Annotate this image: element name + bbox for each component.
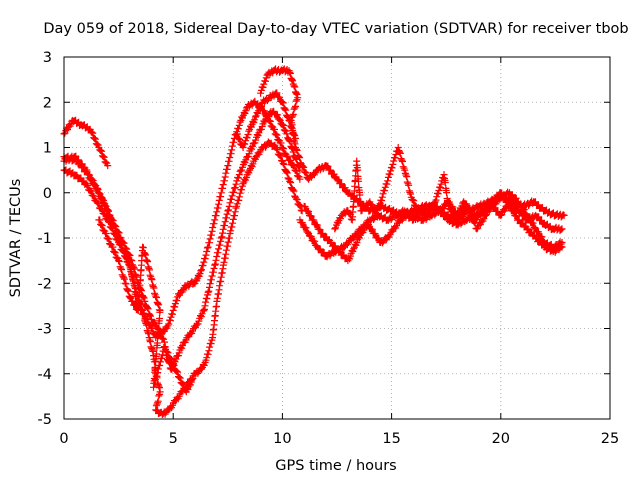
series-markers: [60, 138, 306, 418]
series-9: [95, 89, 299, 396]
grid-lines: [64, 57, 610, 419]
y-tick-label: -3: [38, 322, 52, 338]
x-tick-label: 10: [273, 431, 291, 447]
y-tick-label: -1: [38, 231, 52, 247]
y-tick-labels: -5 -4 -3 -2 -1 0 1 2 3: [38, 50, 52, 428]
y-tick-label: -2: [38, 276, 52, 292]
y-axis-label: SDTVAR / TECUs: [8, 179, 24, 298]
y-tick-label: -4: [38, 367, 52, 383]
y-tick-label: 3: [43, 50, 52, 66]
x-tick-label: 25: [601, 431, 619, 447]
series-8: [331, 144, 566, 235]
x-axis-label: GPS time / hours: [275, 458, 396, 474]
series-markers: [331, 144, 566, 235]
y-tick-label: 2: [43, 95, 52, 111]
axis-ticks: [63, 56, 611, 420]
y-tick-label: 0: [43, 186, 52, 202]
x-tick-label: 15: [382, 431, 400, 447]
chart-title: Day 059 of 2018, Sidereal Day-to-day VTE…: [43, 21, 628, 37]
x-tick-label: 20: [492, 431, 510, 447]
data-points: [60, 65, 568, 418]
x-tick-labels: 0 5 10 15 20 25: [59, 431, 619, 447]
series-markers: [95, 89, 299, 396]
y-tick-label: 1: [43, 141, 52, 157]
x-tick-label: 5: [169, 431, 178, 447]
y-tick-label: -5: [38, 412, 52, 428]
x-tick-label: 0: [59, 431, 68, 447]
series-3: [60, 138, 306, 418]
